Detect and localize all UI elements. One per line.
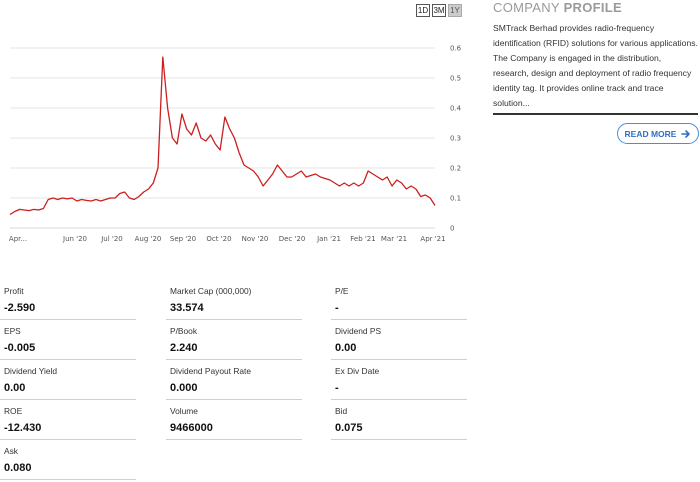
profile-description: SMTrack Berhad provides radio-frequency … — [493, 23, 698, 108]
stat-value: 2.240 — [170, 342, 198, 354]
stat-value: 0.080 — [4, 462, 32, 474]
stat-label: Dividend Payout Rate — [170, 366, 252, 376]
y-tick-label: 0.5 — [450, 75, 461, 83]
x-tick-label: Apr '21 — [420, 235, 445, 243]
stat-value: 0.000 — [170, 382, 198, 394]
stat-cell: Volume 9466000 — [166, 404, 302, 440]
stat-label: P/Book — [170, 326, 198, 336]
stat-value: - — [335, 382, 339, 394]
stat-value: - — [335, 302, 339, 314]
profile-divider — [493, 113, 698, 115]
stat-cell: Dividend Yield 0.00 — [0, 364, 136, 400]
profile-title-normal: COMPANY — [493, 0, 560, 15]
y-tick-label: 0.4 — [450, 105, 462, 113]
company-profile: COMPANY PROFILE SMTrack Berhad provides … — [493, 0, 700, 144]
stat-label: EPS — [4, 326, 21, 336]
y-tick-label: 0.6 — [450, 45, 462, 53]
stat-label: Ask — [4, 446, 18, 456]
stat-label: Profit — [4, 286, 24, 296]
x-tick-label: Feb '21 — [350, 235, 375, 243]
stat-label: Bid — [335, 406, 348, 416]
stat-label: Market Cap (000,000) — [170, 286, 252, 296]
stat-cell: Ask 0.080 — [0, 444, 136, 480]
price-line — [9, 56, 436, 216]
range-1y-button[interactable]: 1Y — [448, 4, 462, 17]
x-tick-label: Sep '20 — [170, 235, 196, 243]
stat-value: -2.590 — [4, 302, 36, 314]
x-tick-label: Jul '20 — [100, 235, 123, 243]
y-tick-label: 0 — [450, 225, 454, 233]
y-tick-label: 0.3 — [450, 135, 461, 143]
read-more-label: READ MORE — [624, 128, 677, 139]
stat-label: Dividend Yield — [4, 366, 58, 376]
stat-cell: Market Cap (000,000) 33.574 — [166, 284, 302, 320]
stat-label: ROE — [4, 406, 23, 416]
x-tick-label: Apr... — [9, 235, 27, 243]
y-tick-label: 0.1 — [450, 195, 461, 203]
stat-cell: P/Book 2.240 — [166, 324, 302, 360]
stat-value: -0.005 — [4, 342, 36, 354]
stat-value: 0.00 — [4, 382, 26, 394]
stat-cell: Profit -2.590 — [0, 284, 136, 320]
stat-value: 0.00 — [335, 342, 357, 354]
range-selector: 1D 3M 1Y — [416, 4, 462, 17]
range-3m-button[interactable]: 3M — [432, 4, 446, 17]
x-tick-label: Jun '20 — [62, 235, 87, 243]
read-more-button[interactable]: READ MORE — [617, 123, 699, 144]
arrow-right-icon — [681, 129, 691, 138]
stat-cell: Dividend Payout Rate 0.000 — [166, 364, 302, 400]
x-tick-label: Dec '20 — [279, 235, 306, 243]
stat-cell: P/E - — [331, 284, 467, 320]
x-tick-label: Jan '21 — [316, 235, 341, 243]
x-tick-label: Oct '20 — [206, 235, 231, 243]
stat-label: Ex Div Date — [335, 366, 380, 376]
y-tick-label: 0.2 — [450, 165, 461, 173]
stat-label: Volume — [170, 406, 198, 416]
x-tick-label: Nov '20 — [242, 235, 269, 243]
range-1d-button[interactable]: 1D — [416, 4, 430, 17]
stat-cell: EPS -0.005 — [0, 324, 136, 360]
x-tick-label: Mar '21 — [381, 235, 407, 243]
stat-value: 0.075 — [335, 422, 363, 434]
stat-label: Dividend PS — [335, 326, 382, 336]
stat-value: 9466000 — [170, 422, 213, 434]
price-chart-svg: 0.6 0.5 0.4 0.3 0.2 0.1 0 Apr... Jun '20 Jul '20 A… — [9, 45, 462, 244]
profile-title: COMPANY PROFILE — [493, 0, 700, 15]
stat-cell: Dividend PS 0.00 — [331, 324, 467, 360]
stat-cell: Ex Div Date - — [331, 364, 467, 400]
price-chart: 0.6 0.5 0.4 0.3 0.2 0.1 0 Apr... Jun '20 Jul '20 A… — [0, 20, 470, 250]
profile-title-bold: PROFILE — [563, 0, 622, 15]
stat-cell: ROE -12.430 — [0, 404, 136, 440]
stat-value: 33.574 — [170, 302, 204, 314]
x-tick-label: Aug '20 — [135, 235, 162, 243]
stat-cell: Bid 0.075 — [331, 404, 467, 440]
stat-value: -12.430 — [4, 422, 42, 434]
stat-label: P/E — [335, 286, 349, 296]
